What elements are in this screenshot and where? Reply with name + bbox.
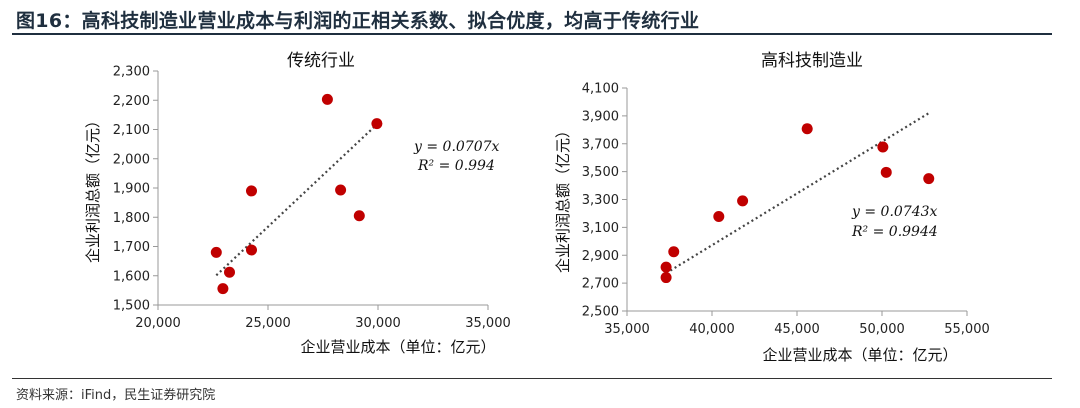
y-axis-label: 企业利润总额（亿元） [84,113,102,263]
data-point [217,283,229,295]
data-point [923,173,935,185]
r-squared: R² = 0.994 [417,158,495,174]
data-point [877,141,889,153]
x-tick-label: 35,000 [604,322,650,337]
source-note: 资料来源：iFind，民生证券研究院 [16,388,216,403]
x-tick-label: 25,000 [245,316,291,331]
data-point [335,184,347,196]
y-tick-label: 1,700 [113,240,150,255]
axes: 2,500 2,700 2,900 3,100 3,300 3,500 3,700 3,900… [582,82,990,338]
y-tick-label: 1,800 [113,211,150,226]
y-tick-label: 3,100 [582,221,619,236]
footer-rule [12,378,1052,379]
y-tick-label: 1,500 [113,299,150,314]
y-tick-label: 2,100 [113,123,150,138]
chart-title: 传统行业 [287,51,355,71]
chart-title: 高科技制造业 [761,51,863,71]
trendline-dotted [665,112,930,275]
x-tick-label: 40,000 [689,322,735,337]
data-point [246,185,257,197]
header-rule [12,33,1052,35]
y-axis-label: 企业利润总额（亿元） [554,123,572,273]
data-point [713,211,725,223]
data-point [737,195,749,207]
data-point [224,266,235,278]
x-tick-label: 45,000 [774,322,820,337]
y-tick-label: 2,500 [582,305,619,320]
trend-equation: y = 0.0707x [413,139,500,155]
y-tick-label: 2,200 [113,94,150,109]
data-point [801,123,813,135]
data-point [246,244,257,256]
data-point [880,166,892,178]
data-point [660,261,672,273]
x-tick-label: 50,000 [859,322,905,337]
trendline [215,123,378,277]
y-tick-label: 3,500 [582,165,619,180]
data-points [210,93,383,295]
y-tick-label: 2,300 [113,65,150,80]
trendline [665,112,930,275]
y-tick-label: 1,900 [113,182,150,197]
y-tick-label: 3,300 [582,193,619,208]
figure-title: 图16：高科技制造业营业成本与利润的正相关系数、拟合优度，均高于传统行业 [16,10,700,32]
x-tick-label: 30,000 [355,316,401,331]
data-point [668,246,680,258]
y-tick-label: 2,000 [113,152,150,167]
y-tick-label: 3,700 [582,137,619,152]
trendline-dotted [215,123,378,277]
trend-equation: y = 0.0743x [851,204,938,220]
data-point [660,272,672,284]
left-chart-traditional: 传统行业 1,500 1,600 1,700 1,800 1,900 2,000 2,100… [84,51,511,356]
axes: 1,500 1,600 1,700 1,800 1,900 2,000 2,100 2,200… [113,65,511,332]
data-point [353,210,365,222]
x-tick-label: 35,000 [465,316,511,331]
x-tick-label: 20,000 [135,316,181,331]
data-point [321,93,333,105]
data-point [210,246,222,258]
x-axis-label: 企业营业成本（单位：亿元） [762,346,957,364]
data-points [660,123,935,284]
y-tick-label: 3,900 [582,109,619,124]
y-tick-label: 2,900 [582,249,619,264]
data-point [371,118,383,130]
x-axis-label: 企业营业成本（单位：亿元） [300,338,495,356]
y-tick-label: 4,100 [582,82,619,97]
y-tick-label: 1,600 [113,269,150,284]
r-squared: R² = 0.9944 [851,224,938,240]
x-tick-label: 55,000 [944,322,990,337]
y-tick-label: 2,700 [582,277,619,292]
